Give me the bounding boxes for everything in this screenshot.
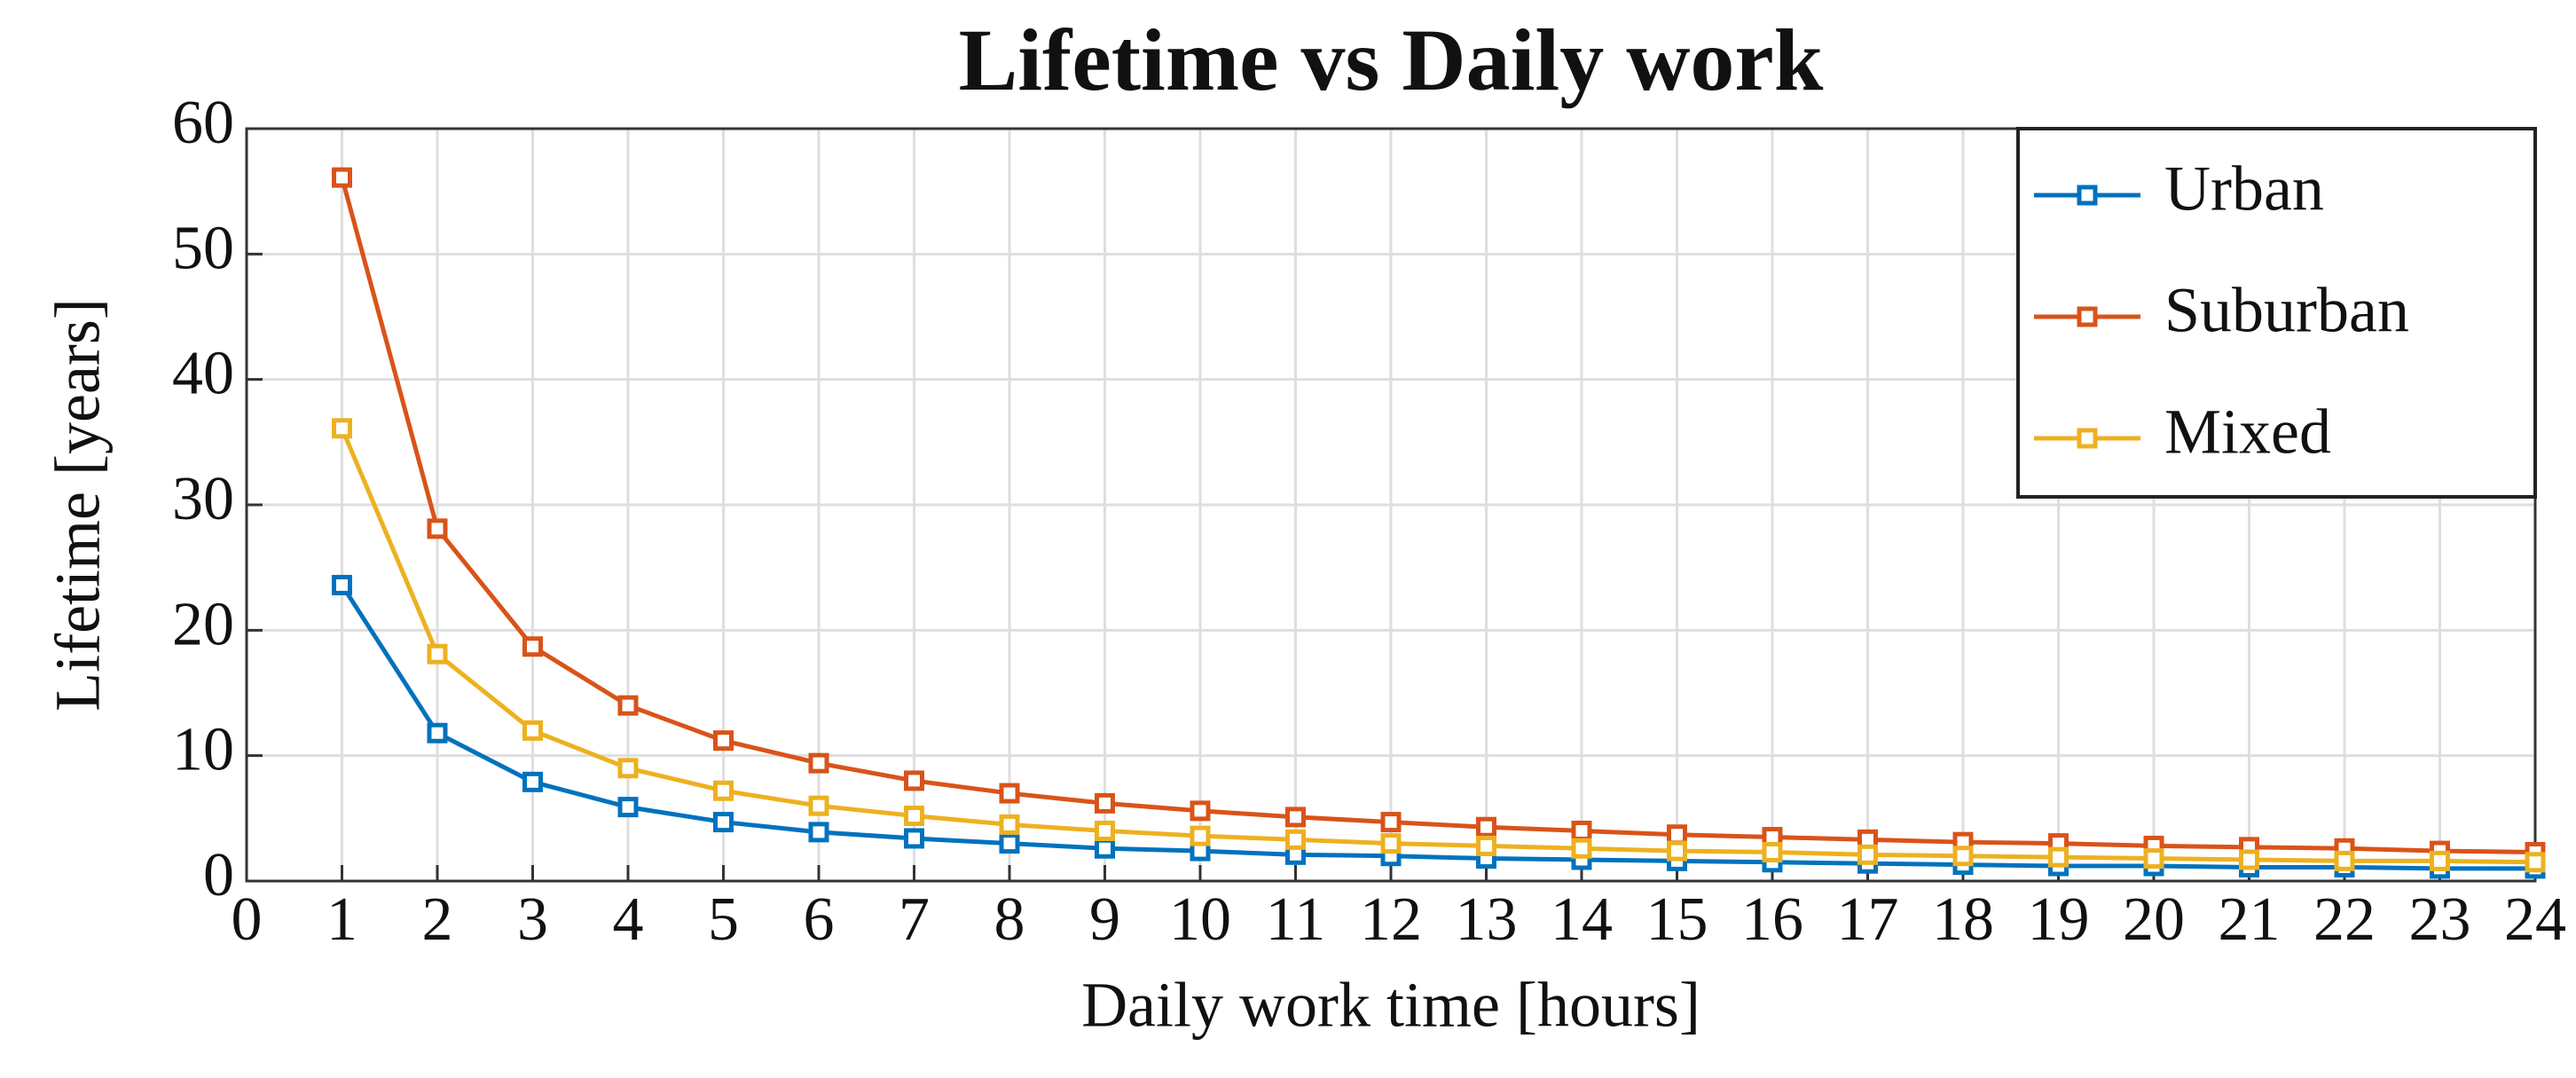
data-marker (1285, 829, 1306, 850)
legend-marker (2077, 185, 2098, 206)
data-marker (617, 797, 639, 818)
series-line (340, 584, 2535, 871)
y-tick-label: 0 (203, 841, 234, 909)
x-tick-label: 19 (2028, 885, 2090, 954)
x-tick-label: 24 (2504, 885, 2566, 954)
x-tick-label: 22 (2313, 885, 2376, 954)
x-tick-label: 13 (1456, 885, 1518, 954)
data-marker (1095, 838, 1115, 859)
data-marker (1285, 807, 1306, 828)
x-tick-label: 18 (1932, 885, 1994, 954)
data-marker (1380, 812, 1402, 833)
data-marker (427, 643, 448, 665)
x-tick-label: 10 (1169, 885, 1231, 954)
plot-frame (245, 127, 2537, 883)
y-tick-label: 30 (172, 465, 234, 533)
data-marker (713, 812, 734, 833)
data-marker (1380, 833, 1402, 854)
legend-label: Urban (2164, 153, 2324, 224)
data-marker (427, 722, 448, 744)
x-tick-label: 7 (899, 885, 930, 954)
legend-label: Mixed (2164, 397, 2331, 468)
data-marker (999, 783, 1020, 804)
legend-box (2016, 127, 2537, 499)
x-tick-label: 23 (2409, 885, 2471, 954)
y-axis-label: Lifetime [years] (43, 298, 114, 712)
x-tick-label: 20 (2123, 885, 2185, 954)
y-tick-label: 40 (172, 340, 234, 408)
y-tick-label: 60 (172, 89, 234, 157)
data-marker (904, 770, 924, 791)
data-marker (1190, 800, 1211, 822)
data-marker (617, 758, 639, 779)
x-tick-label: 14 (1551, 885, 1613, 954)
data-marker (2430, 850, 2450, 871)
data-marker (1667, 824, 1687, 846)
data-marker (1952, 846, 1974, 867)
data-marker (999, 814, 1020, 835)
data-marker (713, 780, 734, 801)
chart-title: Lifetime vs Daily work (959, 11, 1824, 109)
data-marker (332, 574, 352, 595)
data-marker (1476, 835, 1496, 856)
x-tick-label: 3 (517, 885, 548, 954)
x-tick-label: 5 (708, 885, 739, 954)
data-marker (2525, 852, 2546, 873)
data-marker (2239, 849, 2259, 870)
data-marker (1667, 840, 1687, 862)
y-tick-label: 10 (172, 716, 234, 784)
x-tick-label: 16 (1741, 885, 1803, 954)
data-marker (1762, 841, 1783, 862)
legend-marker (2077, 306, 2098, 327)
data-marker (332, 167, 352, 188)
data-marker (617, 695, 639, 716)
data-marker (2143, 848, 2164, 869)
data-marker (427, 518, 448, 539)
x-tick-label: 17 (1837, 885, 1899, 954)
x-tick-label: 6 (804, 885, 835, 954)
data-marker (999, 833, 1020, 854)
legend-marker (2077, 428, 2098, 449)
data-marker (1571, 838, 1592, 859)
x-tick-label: 15 (1646, 885, 1708, 954)
x-tick-label: 9 (1089, 885, 1120, 954)
data-marker (1476, 816, 1496, 838)
x-tick-label: 12 (1360, 885, 1422, 954)
data-marker (713, 730, 734, 751)
data-marker (522, 636, 543, 657)
y-tick-label: 20 (172, 590, 234, 658)
x-tick-label: 2 (422, 885, 453, 954)
data-marker (808, 822, 829, 843)
legend: Urban Suburban Mixed (2016, 127, 2537, 499)
data-marker (1095, 820, 1115, 841)
data-marker (1095, 792, 1115, 814)
data-marker (2048, 846, 2069, 868)
x-axis-label: Daily work time [hours] (1081, 970, 1700, 1041)
data-marker (1571, 820, 1592, 841)
data-marker (904, 828, 924, 849)
data-marker (1857, 844, 1878, 865)
y-tick-label: 50 (172, 214, 234, 282)
x-tick-label: 0 (232, 885, 263, 954)
data-marker (522, 720, 543, 741)
x-tick-label: 1 (326, 885, 357, 954)
legend-label: Suburban (2164, 275, 2409, 346)
data-marker (904, 806, 924, 827)
data-marker (2334, 850, 2355, 871)
data-marker (332, 418, 352, 439)
data-marker (522, 771, 543, 792)
series-line (340, 427, 2536, 865)
x-tick-label: 4 (613, 885, 644, 954)
x-tick-label: 21 (2219, 885, 2281, 954)
series-line (340, 177, 2536, 854)
data-marker (808, 752, 829, 774)
data-marker (1190, 825, 1211, 846)
x-tick-label: 8 (994, 885, 1025, 954)
x-tick-label: 11 (1266, 885, 1325, 954)
data-marker (808, 795, 829, 816)
